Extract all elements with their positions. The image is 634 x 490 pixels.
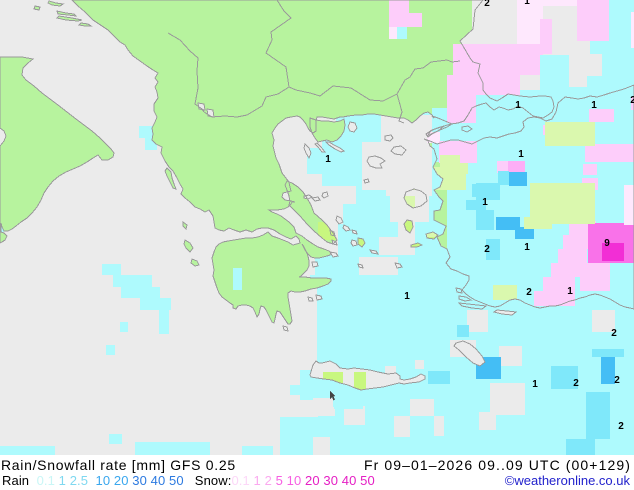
svg-text:2: 2 [614,375,620,386]
svg-text:1: 1 [325,154,331,165]
svg-text:1: 1 [524,242,530,253]
svg-text:1: 1 [591,100,597,111]
svg-text:1: 1 [524,0,530,7]
svg-text:9: 9 [604,238,610,249]
svg-text:1: 1 [532,379,538,390]
svg-text:2: 2 [611,328,617,339]
svg-text:2: 2 [484,244,490,255]
svg-text:2: 2 [630,95,634,106]
svg-text:1: 1 [404,291,410,302]
svg-text:2: 2 [618,421,624,432]
svg-text:1: 1 [518,149,524,160]
svg-text:1: 1 [515,100,521,111]
svg-text:1: 1 [482,197,488,208]
svg-text:2: 2 [484,0,490,9]
svg-text:2: 2 [526,287,532,298]
svg-text:1: 1 [567,286,573,297]
svg-text:2: 2 [573,378,579,389]
